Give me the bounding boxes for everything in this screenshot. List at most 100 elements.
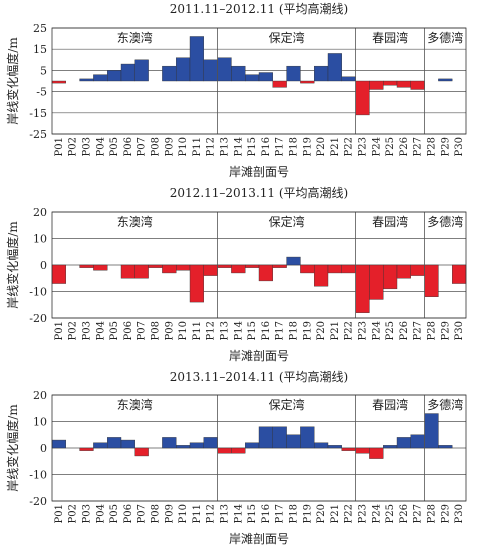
bar [258, 426, 274, 449]
x-tick-label: P14 [233, 137, 244, 156]
region-label: 春园湾 [372, 397, 408, 412]
bar [217, 57, 232, 82]
x-tick-label: P22 [344, 137, 355, 156]
bar [134, 59, 149, 82]
bar [410, 80, 425, 90]
bar [93, 264, 108, 271]
x-tick-label: P07 [137, 504, 148, 523]
x-tick-label: P13 [220, 504, 231, 523]
plot-frame [51, 27, 467, 135]
bar [314, 442, 329, 449]
x-tick-label: P23 [358, 504, 369, 523]
x-tick-label: P08 [151, 137, 162, 156]
x-tick-label: P27 [413, 137, 424, 156]
x-tick-label: P04 [95, 321, 106, 340]
bar [300, 426, 315, 449]
bar [383, 80, 398, 86]
y-tick-label: 5 [40, 64, 47, 77]
x-tick-label: P11 [192, 321, 203, 340]
x-tick-label: P04 [95, 137, 106, 156]
y-axis-label: 岸线变化幅度/m [5, 221, 20, 309]
x-tick-label: P27 [413, 321, 424, 340]
bar [51, 80, 67, 84]
plot-frame [51, 394, 467, 502]
y-tick-label: -25 [29, 128, 47, 141]
bar [410, 434, 425, 449]
bar [93, 442, 108, 449]
x-tick-label: P01 [54, 321, 65, 340]
y-tick-label: -20 [29, 495, 47, 508]
bar [79, 78, 94, 82]
x-tick-label: P17 [275, 504, 286, 523]
x-tick-label: P08 [151, 504, 162, 523]
bar [244, 442, 260, 449]
x-tick-label: P25 [385, 137, 396, 156]
bar [396, 437, 412, 449]
bar [383, 264, 398, 290]
bar [272, 80, 287, 88]
x-tick-label: P21 [330, 321, 341, 340]
bar [217, 264, 232, 268]
x-tick-label: P18 [289, 321, 300, 340]
region-label: 东澳湾 [117, 30, 153, 45]
bar [272, 426, 287, 449]
x-tick-label: P12 [206, 321, 217, 340]
bar [327, 53, 343, 82]
x-axis-label: 岸滩剖面号 [229, 349, 289, 363]
x-tick-label: P13 [220, 137, 231, 156]
bar [286, 256, 301, 266]
x-tick-label: P23 [358, 321, 369, 340]
x-tick-label: P20 [316, 504, 327, 523]
y-tick-label: 10 [33, 233, 47, 246]
x-tick-label: P23 [358, 137, 369, 156]
y-tick-label: -20 [29, 312, 47, 325]
x-tick-label: P26 [399, 321, 410, 340]
x-tick-label: P22 [344, 321, 355, 340]
bar [120, 264, 136, 279]
chart-title: 2013.11–2014.11 (平均高潮线) [170, 369, 348, 384]
region-label: 东澳湾 [117, 397, 153, 412]
chart-title: 2012.11–2013.11 (平均高潮线) [170, 185, 348, 200]
region-label: 春园湾 [372, 30, 408, 45]
x-axis-label: 岸滩剖面号 [229, 165, 289, 179]
bar [258, 264, 274, 282]
x-tick-label: P29 [440, 504, 451, 523]
x-tick-label: P27 [413, 504, 424, 523]
x-tick-label: P01 [54, 137, 65, 156]
x-tick-label: P19 [302, 321, 313, 340]
y-tick-label: 0 [40, 259, 47, 272]
x-tick-label: P12 [206, 504, 217, 523]
x-tick-label: P15 [247, 137, 258, 156]
x-tick-label: P14 [233, 321, 244, 340]
x-tick-label: P26 [399, 504, 410, 523]
x-tick-label: P12 [206, 137, 217, 156]
x-tick-label: P16 [261, 321, 272, 340]
bar [396, 264, 412, 279]
x-tick-label: P22 [344, 504, 355, 523]
y-tick-label: 15 [33, 43, 47, 56]
x-tick-label: P24 [371, 137, 382, 156]
region-label: 保定湾 [269, 30, 305, 45]
y-tick-label: -5 [36, 86, 47, 99]
bar [120, 63, 136, 82]
bar [272, 264, 287, 268]
bar [217, 447, 232, 454]
bar [314, 65, 329, 82]
bar [369, 80, 384, 90]
bar [355, 80, 370, 116]
region-label: 多德湾 [427, 397, 463, 412]
x-tick-label: P28 [427, 137, 438, 156]
region-label: 保定湾 [269, 214, 305, 229]
y-tick-label: 20 [33, 389, 47, 402]
x-tick-label: P03 [82, 321, 93, 340]
bar [134, 264, 149, 279]
y-tick-label: -15 [29, 107, 47, 120]
bar [148, 264, 163, 268]
x-tick-label: P05 [109, 137, 120, 156]
x-tick-label: P21 [330, 504, 341, 523]
x-tick-label: P04 [95, 504, 106, 523]
x-tick-label: P29 [440, 321, 451, 340]
bar [383, 445, 398, 449]
region-label: 东澳湾 [117, 214, 153, 229]
bar [355, 447, 370, 454]
